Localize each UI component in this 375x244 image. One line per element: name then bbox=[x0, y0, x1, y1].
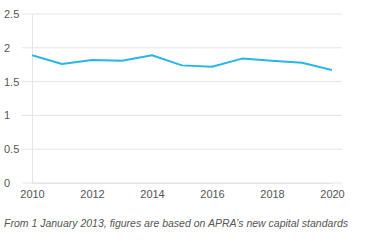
y-tick: 2 bbox=[4, 42, 32, 54]
x-tick-label: 2018 bbox=[260, 188, 284, 200]
x-axis: 2010 2012 2014 2016 2018 2020 bbox=[20, 183, 344, 200]
x-tick: 2010 bbox=[20, 183, 44, 200]
grid bbox=[22, 14, 342, 183]
grid-line bbox=[22, 47, 342, 48]
x-tick: 2014 bbox=[140, 183, 164, 200]
x-tick-label: 2014 bbox=[140, 188, 164, 200]
x-tick: 2016 bbox=[200, 183, 224, 200]
grid-line bbox=[22, 183, 342, 184]
x-tick: 2018 bbox=[260, 183, 284, 200]
chart: 0 0.5 1 1.5 2 2.5 2010 2012 2014 2016 2018 2020 From… bbox=[0, 0, 375, 244]
grid-line bbox=[22, 149, 342, 150]
x-axis-line bbox=[33, 183, 333, 184]
y-tick: 0.5 bbox=[4, 143, 32, 155]
x-tick-label: 2020 bbox=[320, 188, 344, 200]
grid-line bbox=[22, 14, 342, 15]
y-tick: 2.5 bbox=[4, 8, 32, 20]
annotation: From 1 January 2013, figures are based o… bbox=[4, 217, 349, 229]
line bbox=[32, 55, 332, 70]
x-tick-label: 2012 bbox=[80, 188, 104, 200]
x-tick: 2012 bbox=[80, 183, 104, 200]
y-tick-label: 2.5 bbox=[4, 8, 19, 20]
y-tick: 1 bbox=[4, 109, 32, 121]
x-tick-label: 2016 bbox=[200, 188, 224, 200]
y-tick-label: 0.5 bbox=[4, 143, 19, 155]
x-tick: 2020 bbox=[320, 183, 344, 200]
y-tick-label: 1 bbox=[4, 109, 10, 121]
y-axis: 0 0.5 1 1.5 2 2.5 bbox=[4, 8, 33, 189]
grid-line bbox=[22, 81, 342, 82]
grid-line bbox=[22, 115, 342, 116]
y-axis-line bbox=[32, 15, 33, 184]
y-tick-label: 1.5 bbox=[4, 76, 19, 88]
x-tick-label: 2010 bbox=[20, 188, 44, 200]
y-tick-label: 2 bbox=[4, 42, 10, 54]
y-tick-label: 0 bbox=[4, 177, 10, 189]
y-tick: 1.5 bbox=[4, 76, 32, 88]
plot-area bbox=[32, 55, 332, 70]
